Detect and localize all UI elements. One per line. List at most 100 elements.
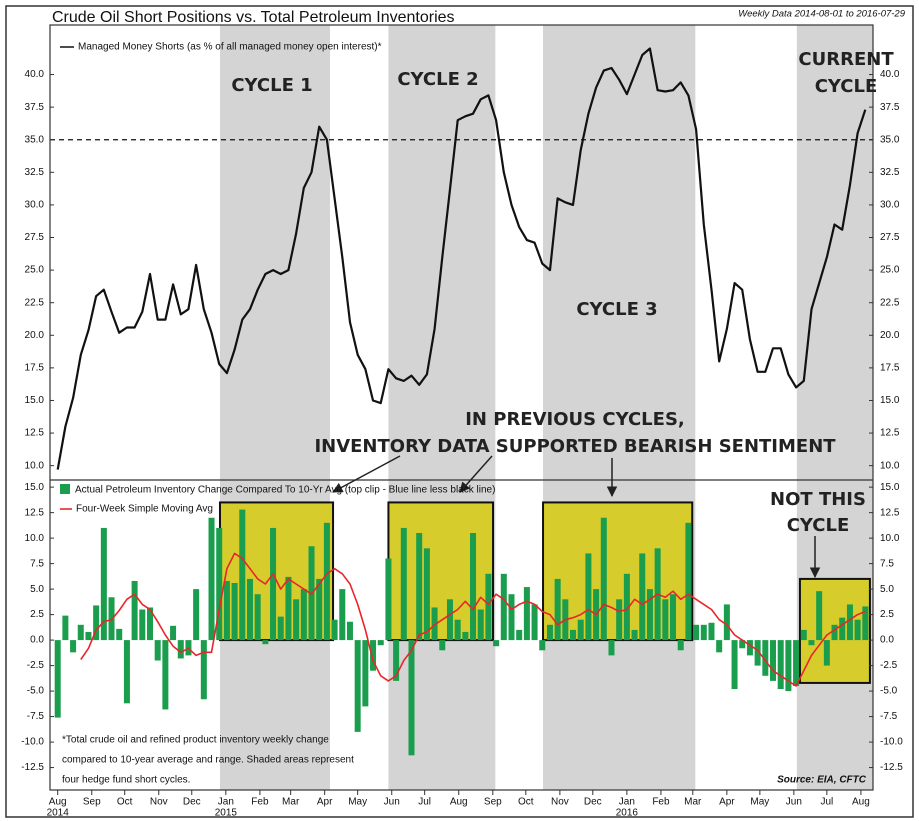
- annotation: CYCLE: [787, 515, 850, 536]
- bar: [539, 640, 546, 651]
- bar: [193, 589, 200, 641]
- y2-tick-label: 0.0: [880, 635, 894, 646]
- arrow: [459, 455, 493, 493]
- annotation: NOT THIS: [770, 489, 866, 510]
- footnote: four hedge fund short cycles.: [62, 775, 190, 786]
- x-tick-label: Feb: [251, 797, 269, 808]
- x-tick-label: Jul: [820, 797, 833, 808]
- x-tick-label: Oct: [518, 797, 534, 808]
- annotation: IN PREVIOUS CYCLES,: [465, 409, 685, 430]
- bar: [493, 640, 500, 647]
- annotation: CYCLE: [815, 76, 878, 97]
- y-tick-label: 37.5: [25, 102, 45, 113]
- legend-label: Managed Money Shorts (as % of all manage…: [78, 42, 382, 53]
- x-tick-label: Mar: [684, 797, 702, 808]
- x-tick-label: Jun: [384, 797, 400, 808]
- moving-average-line: [80, 552, 866, 687]
- bar: [331, 619, 338, 641]
- bar: [285, 576, 292, 641]
- bar: [123, 640, 130, 704]
- y2-tick-label: 40.0: [880, 69, 900, 80]
- bar: [670, 594, 677, 641]
- bar: [446, 599, 453, 641]
- x-tick-label: Jan: [619, 797, 635, 808]
- overlay: 10.0 10.0 12.5 12.5 15.0 15.0 17.5 17.5 20.0 20.0…: [21, 42, 903, 819]
- bar: [685, 522, 692, 641]
- y2-tick-label: -10.0: [880, 737, 903, 748]
- bar: [862, 606, 869, 641]
- bar: [570, 629, 577, 641]
- x-tick-label: Aug: [852, 797, 870, 808]
- bar: [85, 631, 92, 641]
- x-tick-label: Sep: [484, 797, 502, 808]
- year-label: 2015: [215, 808, 238, 819]
- y-tick-label: 2.5: [30, 609, 44, 620]
- y2-tick-label: 35.0: [880, 134, 900, 145]
- bar: [846, 604, 853, 641]
- bar: [700, 624, 707, 641]
- bar: [346, 621, 353, 641]
- bar: [270, 527, 277, 641]
- annotation: INVENTORY DATA SUPPORTED BEARISH SENTIME…: [314, 436, 836, 457]
- y2-tick-label: 15.0: [880, 395, 900, 406]
- bar: [423, 548, 430, 641]
- bar: [377, 640, 384, 646]
- bar: [808, 640, 815, 646]
- plot-frame: [49, 24, 874, 791]
- bar: [754, 640, 761, 666]
- bar: [262, 640, 269, 645]
- bar: [816, 591, 823, 641]
- bar: [831, 624, 838, 641]
- bar: [362, 640, 369, 707]
- legend-label: Actual Petroleum Inventory Change Compar…: [75, 485, 495, 496]
- shaded-cycle: [219, 25, 330, 790]
- bar: [77, 624, 84, 641]
- y2-tick-label: 32.5: [880, 167, 900, 178]
- y-tick-label: -2.5: [27, 660, 45, 671]
- y-tick-label: 35.0: [25, 134, 45, 145]
- y2-tick-label: -12.5: [880, 762, 903, 773]
- bar: [723, 604, 730, 641]
- y-tick-label: 10.0: [25, 533, 45, 544]
- x-tick-label: May: [750, 797, 769, 808]
- y2-tick-label: 20.0: [880, 330, 900, 341]
- year-label: 2016: [616, 808, 639, 819]
- bar: [400, 527, 407, 641]
- bar: [131, 580, 138, 641]
- x-tick-label: Apr: [719, 797, 735, 808]
- y2-tick-label: -2.5: [880, 660, 898, 671]
- bar: [577, 619, 584, 641]
- y-tick-label: -10.0: [21, 737, 44, 748]
- bar: [585, 553, 592, 641]
- x-tick-label: Jul: [418, 797, 431, 808]
- shaded-cycle: [543, 25, 696, 790]
- bar: [454, 619, 461, 641]
- bar: [93, 605, 100, 641]
- bar: [316, 578, 323, 641]
- y2-tick-label: 22.5: [880, 297, 900, 308]
- annotation: CYCLE 2: [397, 69, 478, 90]
- footnote: compared to 10-year average and range. S…: [62, 755, 354, 766]
- bar: [277, 616, 284, 641]
- shorts-line: [56, 47, 867, 470]
- bar: [439, 640, 446, 651]
- bar: [516, 629, 523, 641]
- x-tick-label: Aug: [450, 797, 468, 808]
- bar: [677, 640, 684, 651]
- y2-tick-label: 12.5: [880, 428, 900, 439]
- bar: [770, 640, 777, 681]
- y-tick-label: 12.5: [25, 428, 45, 439]
- bar: [662, 599, 669, 641]
- bar: [170, 625, 177, 641]
- x-tick-label: Oct: [117, 797, 133, 808]
- bar: [146, 607, 153, 641]
- y-tick-label: 27.5: [25, 232, 45, 243]
- x-tick-label: Feb: [652, 797, 670, 808]
- plot: [50, 47, 873, 756]
- bar: [485, 573, 492, 641]
- bar: [839, 617, 846, 641]
- y-tick-label: 0.0: [30, 635, 44, 646]
- bar: [408, 640, 415, 756]
- y-tick-label: 22.5: [25, 297, 45, 308]
